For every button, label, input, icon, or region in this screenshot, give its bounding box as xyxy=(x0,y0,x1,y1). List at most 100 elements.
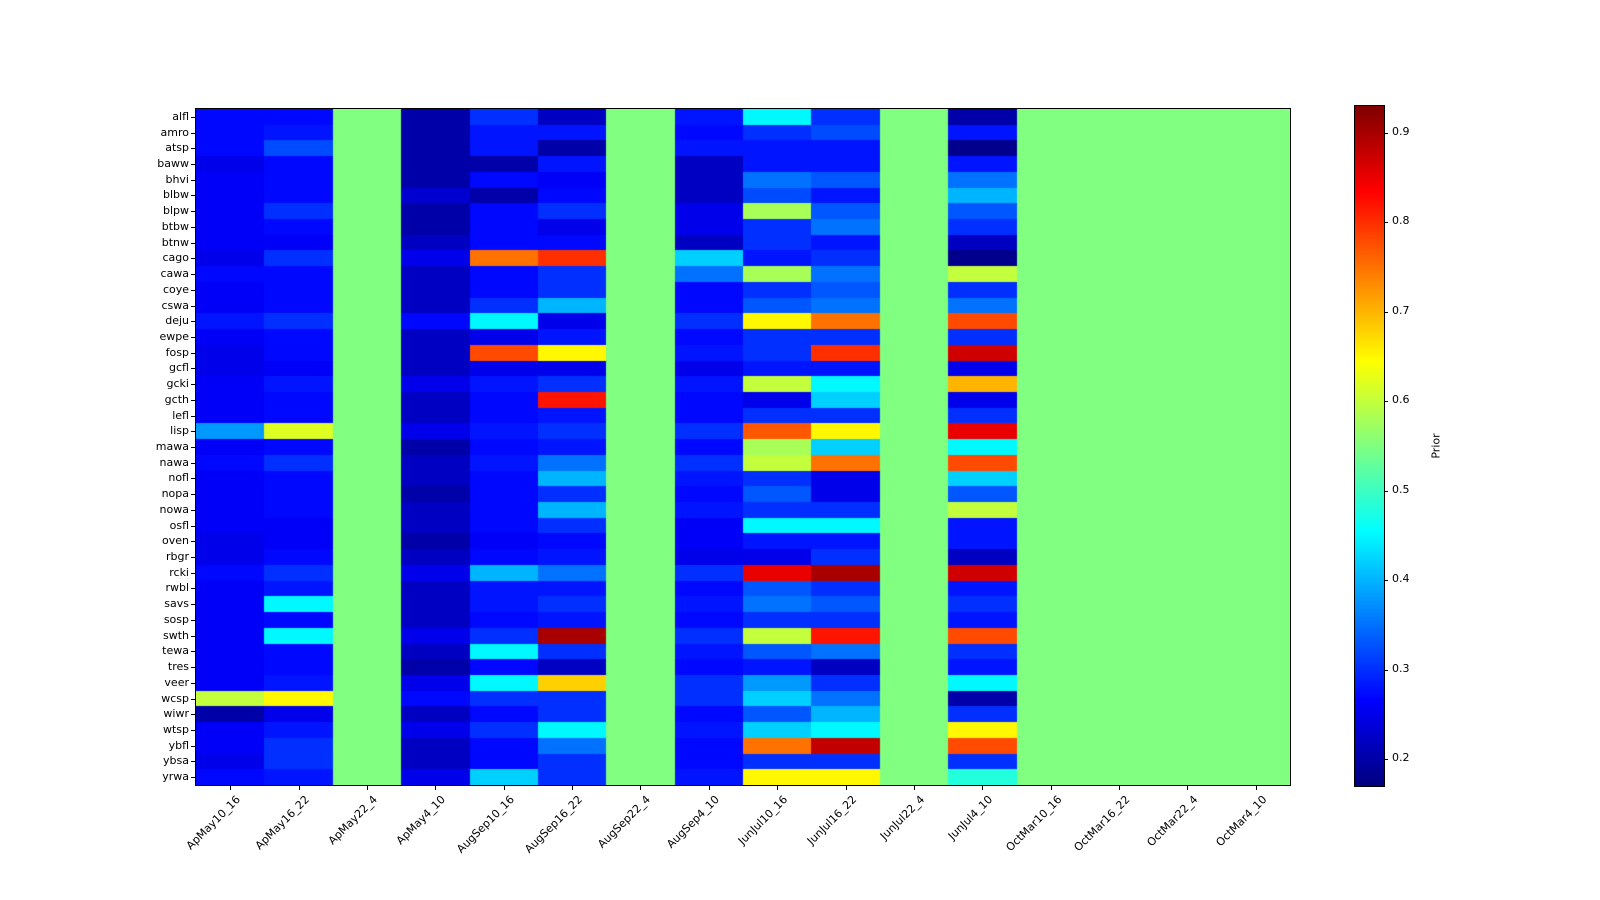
colorbar-label: Prior xyxy=(1429,433,1443,459)
y-tick-label: tres xyxy=(167,660,189,673)
y-tick-mark xyxy=(191,258,195,259)
x-tick-mark xyxy=(640,786,641,790)
y-tick-mark xyxy=(191,431,195,432)
y-tick-mark xyxy=(191,494,195,495)
x-tick-label: AugSep22_4 xyxy=(595,793,654,851)
x-tick-mark xyxy=(367,786,368,790)
x-tick-label: JunJul10_16 xyxy=(735,793,791,848)
y-tick-label: deju xyxy=(165,314,189,327)
y-tick-mark xyxy=(191,180,195,181)
x-tick-mark xyxy=(1187,786,1188,790)
colorbar-tick-label: 0.3 xyxy=(1392,662,1410,675)
y-tick-label: rwbl xyxy=(165,581,189,594)
y-tick-label: cawa xyxy=(160,267,189,280)
y-tick-label: amro xyxy=(160,126,189,139)
y-tick-mark xyxy=(191,164,195,165)
y-tick-mark xyxy=(191,447,195,448)
colorbar-tick-mark xyxy=(1384,222,1388,223)
y-tick-label: ybsa xyxy=(163,754,189,767)
x-tick-mark xyxy=(572,786,573,790)
y-tick-label: gcki xyxy=(166,377,189,390)
y-tick-mark xyxy=(191,416,195,417)
y-tick-mark xyxy=(191,400,195,401)
colorbar-frame xyxy=(1354,105,1385,787)
y-tick-label: blbw xyxy=(162,188,189,201)
y-tick-mark xyxy=(191,588,195,589)
y-tick-label: savs xyxy=(164,597,189,610)
y-tick-label: alfl xyxy=(172,110,189,123)
y-tick-mark xyxy=(191,243,195,244)
y-tick-mark xyxy=(191,148,195,149)
x-tick-mark xyxy=(846,786,847,790)
y-tick-label: mawa xyxy=(155,440,189,453)
y-tick-label: wcsp xyxy=(161,692,189,705)
y-tick-label: blpw xyxy=(162,204,189,217)
y-tick-mark xyxy=(191,353,195,354)
x-tick-label: JunJul22_4 xyxy=(877,793,928,843)
y-tick-mark xyxy=(191,117,195,118)
y-tick-mark xyxy=(191,384,195,385)
y-tick-mark xyxy=(191,133,195,134)
y-tick-mark xyxy=(191,604,195,605)
colorbar-tick-label: 0.5 xyxy=(1392,483,1410,496)
y-tick-label: veer xyxy=(164,676,189,689)
y-tick-label: swth xyxy=(162,629,189,642)
y-tick-mark xyxy=(191,651,195,652)
x-tick-mark xyxy=(504,786,505,790)
y-tick-label: nawa xyxy=(159,456,189,469)
colorbar-tick-label: 0.6 xyxy=(1392,393,1410,406)
x-tick-mark xyxy=(299,786,300,790)
y-tick-mark xyxy=(191,714,195,715)
y-tick-label: coye xyxy=(162,283,189,296)
y-tick-label: osfl xyxy=(169,519,189,532)
x-tick-mark xyxy=(709,786,710,790)
colorbar-tick-mark xyxy=(1384,133,1388,134)
x-tick-mark xyxy=(230,786,231,790)
y-tick-label: rbgr xyxy=(165,550,189,563)
y-tick-label: nowa xyxy=(159,503,189,516)
y-tick-label: rcki xyxy=(169,566,189,579)
y-tick-mark xyxy=(191,290,195,291)
y-tick-mark xyxy=(191,368,195,369)
y-tick-label: gcth xyxy=(164,393,189,406)
y-tick-mark xyxy=(191,211,195,212)
plot-area-frame xyxy=(195,108,1291,786)
x-tick-label: AugSep10_16 xyxy=(454,793,518,856)
x-tick-label: JunJul16_22 xyxy=(804,793,860,848)
x-tick-label: OctMar16_22 xyxy=(1071,793,1133,855)
y-tick-mark xyxy=(191,510,195,511)
y-tick-label: nofl xyxy=(168,471,189,484)
y-tick-mark xyxy=(191,620,195,621)
x-tick-mark xyxy=(1256,786,1257,790)
y-tick-mark xyxy=(191,541,195,542)
y-tick-label: ewpe xyxy=(159,330,189,343)
y-tick-mark xyxy=(191,306,195,307)
colorbar-tick-label: 0.2 xyxy=(1392,751,1410,764)
y-tick-label: cago xyxy=(162,251,189,264)
y-tick-mark xyxy=(191,274,195,275)
colorbar-tick-mark xyxy=(1384,491,1388,492)
x-tick-label: OctMar10_16 xyxy=(1003,793,1065,855)
y-tick-mark xyxy=(191,526,195,527)
y-tick-mark xyxy=(191,478,195,479)
y-tick-label: oven xyxy=(162,534,189,547)
colorbar-tick-label: 0.8 xyxy=(1392,214,1410,227)
y-tick-mark xyxy=(191,321,195,322)
y-tick-label: lisp xyxy=(170,424,189,437)
colorbar-tick-mark xyxy=(1384,312,1388,313)
x-tick-mark xyxy=(982,786,983,790)
y-tick-label: fosp xyxy=(165,346,189,359)
y-tick-mark xyxy=(191,636,195,637)
y-tick-mark xyxy=(191,683,195,684)
colorbar-tick-mark xyxy=(1384,759,1388,760)
x-tick-label: ApMay22_4 xyxy=(325,793,381,848)
y-tick-mark xyxy=(191,195,195,196)
x-tick-mark xyxy=(435,786,436,790)
y-tick-label: gcfl xyxy=(169,361,189,374)
x-tick-mark xyxy=(1119,786,1120,790)
y-tick-label: sosp xyxy=(163,613,189,626)
y-tick-label: btnw xyxy=(161,236,189,249)
y-tick-label: yrwa xyxy=(162,770,189,783)
y-tick-mark xyxy=(191,746,195,747)
